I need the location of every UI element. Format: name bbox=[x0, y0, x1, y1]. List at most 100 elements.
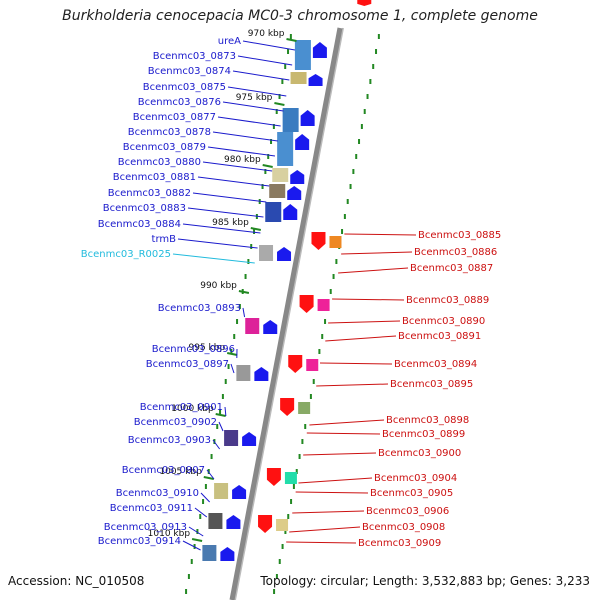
leader-line bbox=[344, 233, 417, 236]
reverse-gene-label[interactable]: Bcenmc03_0895 bbox=[390, 379, 473, 390]
forward-gene-label[interactable]: Bcenmc03_0879 bbox=[123, 142, 206, 153]
forward-gene-arrow bbox=[263, 320, 278, 334]
inner-track-dot bbox=[210, 454, 213, 459]
forward-gene-label[interactable]: Bcenmc03_0884 bbox=[98, 219, 181, 230]
leader-line bbox=[316, 383, 389, 387]
leader-line bbox=[218, 421, 224, 432]
leader-line bbox=[227, 86, 287, 97]
outer-track-dot bbox=[301, 439, 304, 444]
forward-gene-label[interactable]: Bcenmc03_0876 bbox=[138, 97, 221, 108]
inner-track-dot bbox=[270, 139, 273, 144]
forward-gene-arrow bbox=[220, 547, 235, 561]
forward-gene-label[interactable]: Bcenmc03_0907 bbox=[122, 465, 205, 476]
leader-line bbox=[328, 320, 401, 324]
leader-line bbox=[197, 176, 270, 187]
forward-gene-label[interactable]: Bcenmc03_0874 bbox=[148, 66, 231, 77]
leader-line bbox=[298, 477, 373, 484]
forward-cds-block bbox=[269, 184, 286, 198]
forward-gene-label[interactable]: Bcenmc03_0875 bbox=[143, 82, 226, 93]
reverse-gene-label[interactable]: Bcenmc03_0887 bbox=[410, 263, 493, 274]
rna-gene-label[interactable]: Bcenmc03_R0025 bbox=[81, 249, 171, 260]
reverse-cds-block bbox=[317, 299, 330, 311]
forward-cds-block bbox=[265, 202, 282, 222]
outer-track-dot bbox=[349, 184, 352, 189]
forward-gene-label[interactable]: Bcenmc03_0873 bbox=[153, 51, 236, 62]
outer-track-dot bbox=[287, 514, 290, 519]
leader-line bbox=[200, 492, 210, 503]
inner-track-dot bbox=[284, 64, 287, 69]
forward-gene-arrow bbox=[295, 134, 310, 150]
reverse-gene-label[interactable]: Bcenmc03_0900 bbox=[378, 448, 461, 459]
topology-summary: Topology: circular; Length: 3,532,883 bp… bbox=[260, 574, 590, 588]
forward-gene-label[interactable]: Bcenmc03_0893 bbox=[158, 303, 241, 314]
leader-line bbox=[194, 507, 208, 518]
outer-track-dot bbox=[284, 529, 287, 534]
forward-gene-label[interactable]: Bcenmc03_0881 bbox=[113, 172, 196, 183]
reverse-gene-label[interactable]: Bcenmc03_0906 bbox=[366, 506, 449, 517]
chromosome-backbone-line bbox=[229, 27, 343, 600]
outer-track-dot bbox=[358, 139, 361, 144]
feature-blocks bbox=[202, 0, 372, 561]
forward-gene-label[interactable]: Bcenmc03_0882 bbox=[108, 188, 191, 199]
reverse-gene-label[interactable]: Bcenmc03_0905 bbox=[370, 488, 453, 499]
scale-tick bbox=[203, 476, 214, 480]
reverse-gene-label[interactable]: Bcenmc03_0894 bbox=[394, 359, 477, 370]
forward-gene-label[interactable]: Bcenmc03_0897 bbox=[146, 359, 229, 370]
inner-track-dot bbox=[187, 574, 190, 579]
reverse-gene-arrow bbox=[357, 0, 372, 6]
forward-gene-label[interactable]: Bcenmc03_0902 bbox=[134, 417, 217, 428]
outer-track-dot bbox=[360, 124, 363, 129]
reverse-gene-label[interactable]: Bcenmc03_0891 bbox=[398, 331, 481, 342]
inner-track-dot bbox=[202, 499, 205, 504]
forward-gene-label[interactable]: Bcenmc03_0913 bbox=[104, 522, 187, 533]
reverse-gene-label[interactable]: Bcenmc03_0898 bbox=[386, 415, 469, 426]
forward-cds-block bbox=[245, 318, 260, 334]
outer-track-dot bbox=[312, 379, 315, 384]
forward-gene-label[interactable]: Bcenmc03_0901 bbox=[140, 402, 223, 413]
outer-track-dot bbox=[321, 334, 324, 339]
forward-gene-label[interactable]: Bcenmc03_0877 bbox=[133, 112, 216, 123]
scale-tick bbox=[262, 164, 273, 168]
forward-gene-label[interactable]: Bcenmc03_0914 bbox=[98, 536, 181, 547]
forward-gene-label[interactable]: trmB bbox=[152, 234, 177, 245]
scale-tick-label: 985 kbp bbox=[212, 218, 249, 228]
inner-track-dot bbox=[224, 379, 227, 384]
inner-track-dot bbox=[250, 244, 253, 249]
reverse-gene-label[interactable]: Bcenmc03_0889 bbox=[406, 295, 489, 306]
scale-tick-label: 990 kbp bbox=[200, 281, 237, 291]
outer-track-dot bbox=[324, 319, 327, 324]
inner-track-dot bbox=[236, 319, 239, 324]
forward-gene-label[interactable]: Bcenmc03_0896 bbox=[152, 344, 235, 355]
forward-gene-label[interactable]: Bcenmc03_0910 bbox=[116, 488, 199, 499]
reverse-gene-label[interactable]: Bcenmc03_0899 bbox=[382, 429, 465, 440]
leader-line bbox=[325, 335, 397, 342]
forward-gene-label[interactable]: Bcenmc03_0903 bbox=[128, 435, 211, 446]
reverse-gene-label[interactable]: Bcenmc03_0885 bbox=[418, 230, 501, 241]
reverse-gene-label[interactable]: Bcenmc03_0886 bbox=[414, 247, 497, 258]
reverse-gene-label[interactable]: Bcenmc03_0904 bbox=[374, 473, 457, 484]
forward-cds-block bbox=[282, 108, 299, 132]
forward-cds-block bbox=[208, 513, 223, 529]
forward-gene-arrow bbox=[312, 42, 327, 58]
scale-tick-label: 970 kbp bbox=[248, 29, 285, 39]
reverse-gene-label[interactable]: Bcenmc03_0908 bbox=[362, 522, 445, 533]
forward-gene-arrow bbox=[300, 110, 315, 126]
forward-gene-label[interactable]: Bcenmc03_0880 bbox=[118, 157, 201, 168]
forward-gene-label[interactable]: ureA bbox=[218, 36, 241, 47]
outer-track-dot bbox=[273, 589, 276, 594]
outer-track-dot bbox=[352, 169, 355, 174]
forward-gene-label[interactable]: Bcenmc03_0878 bbox=[128, 127, 211, 138]
reverse-gene-label[interactable]: Bcenmc03_0890 bbox=[402, 316, 485, 327]
scale-tick bbox=[227, 352, 238, 356]
forward-gene-arrow bbox=[277, 247, 292, 261]
forward-gene-label[interactable]: Bcenmc03_0911 bbox=[110, 503, 193, 514]
forward-cds-block bbox=[290, 72, 307, 84]
backbone-shadow bbox=[234, 27, 344, 600]
forward-gene-label[interactable]: Bcenmc03_0883 bbox=[103, 203, 186, 214]
outer-track-dot bbox=[290, 499, 293, 504]
outer-track-dot bbox=[329, 289, 332, 294]
forward-cds-block bbox=[272, 168, 289, 182]
inner-track-dot bbox=[219, 409, 222, 414]
outer-track-dot bbox=[341, 229, 344, 234]
reverse-gene-label[interactable]: Bcenmc03_0909 bbox=[358, 538, 441, 549]
